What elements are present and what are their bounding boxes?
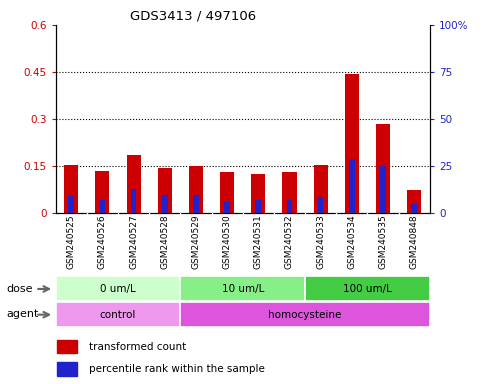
Bar bbox=[56, 302, 180, 327]
Text: control: control bbox=[100, 310, 136, 320]
Bar bbox=[251, 174, 265, 213]
Bar bbox=[68, 196, 74, 213]
Bar bbox=[349, 159, 355, 213]
Text: GDS3413 / 497106: GDS3413 / 497106 bbox=[130, 10, 256, 23]
Bar bbox=[283, 172, 297, 213]
Text: transformed count: transformed count bbox=[89, 341, 186, 351]
Bar bbox=[412, 204, 417, 213]
Bar bbox=[380, 166, 386, 213]
Bar bbox=[95, 171, 109, 213]
Bar bbox=[127, 155, 141, 213]
Text: homocysteine: homocysteine bbox=[269, 310, 342, 320]
Bar bbox=[158, 168, 172, 213]
Bar bbox=[376, 124, 390, 213]
Bar bbox=[57, 339, 77, 353]
Bar bbox=[57, 362, 77, 376]
Bar bbox=[162, 195, 168, 213]
Text: 0 um/L: 0 um/L bbox=[100, 284, 136, 294]
Text: agent: agent bbox=[6, 310, 39, 319]
Bar bbox=[193, 195, 199, 213]
Bar bbox=[189, 166, 203, 213]
Bar bbox=[131, 189, 136, 213]
Text: dose: dose bbox=[6, 284, 33, 294]
Bar bbox=[220, 172, 234, 213]
Bar bbox=[224, 202, 230, 213]
Bar bbox=[180, 276, 305, 301]
Bar bbox=[313, 164, 327, 213]
Bar bbox=[99, 200, 105, 213]
Bar bbox=[305, 276, 430, 301]
Bar bbox=[345, 74, 359, 213]
Text: 100 um/L: 100 um/L bbox=[343, 284, 392, 294]
Text: 10 um/L: 10 um/L bbox=[222, 284, 264, 294]
Bar bbox=[407, 190, 421, 213]
Bar bbox=[318, 197, 324, 213]
Bar bbox=[180, 302, 430, 327]
Text: percentile rank within the sample: percentile rank within the sample bbox=[89, 364, 265, 374]
Bar bbox=[256, 200, 261, 213]
Bar bbox=[287, 200, 292, 213]
Bar bbox=[56, 276, 180, 301]
Bar bbox=[64, 164, 78, 213]
